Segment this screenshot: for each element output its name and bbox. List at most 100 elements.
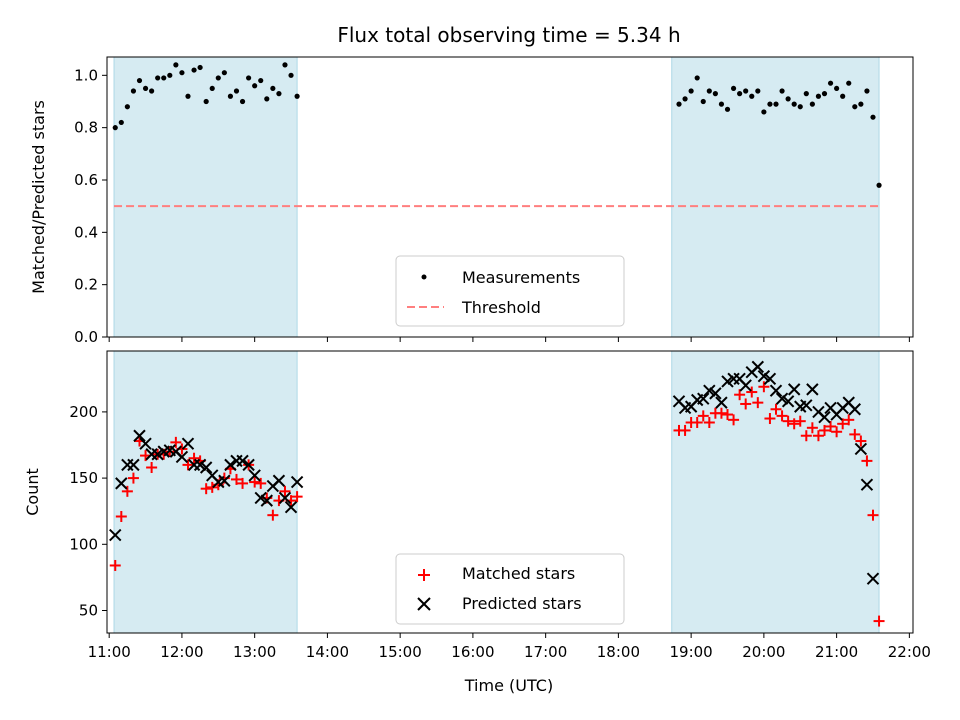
legend-predicted-label: Predicted stars (462, 594, 582, 613)
top-y-tick-label-4: 0.8 (74, 119, 98, 137)
top-y-tick-label-5: 1.0 (74, 66, 98, 84)
matched-star-point-60 (849, 428, 861, 440)
predicted-star-point-53 (806, 383, 819, 396)
matched-star-point-36 (703, 416, 715, 428)
predicted-star-point-55 (818, 410, 831, 424)
measurement-point-51 (797, 104, 803, 110)
predicted-star-point-52 (800, 399, 813, 412)
measurement-point-48 (779, 88, 785, 94)
predicted-star-point-25 (260, 494, 274, 507)
predicted-star-point-44 (751, 360, 765, 374)
measurement-point-10 (173, 62, 179, 68)
x-tick-label-9: 20:00 (742, 643, 785, 661)
matched-star-point-30 (291, 491, 303, 503)
predicted-star-point-37 (709, 387, 722, 400)
matched-star-point-51 (794, 415, 806, 427)
measurement-point-43 (749, 93, 755, 99)
bottom-legend: Matched stars Predicted stars (395, 553, 625, 625)
matched-star-point-46 (764, 413, 776, 425)
measurement-point-23 (252, 83, 258, 89)
matched-star-point-40 (728, 414, 740, 426)
predicted-star-point-46 (763, 372, 777, 386)
x-tick-label-4: 15:00 (379, 643, 422, 661)
measurement-point-50 (791, 101, 797, 107)
matched-star-point-41 (734, 389, 746, 401)
measurement-point-3 (130, 88, 137, 94)
matched-star-point-2 (121, 485, 133, 497)
chart-title: Flux total observing time = 5.34 h (337, 23, 680, 47)
x-tick-label-10: 21:00 (815, 643, 858, 661)
predicted-star-point-29 (284, 501, 298, 514)
matched-star-point-43 (746, 386, 758, 398)
predicted-star-point-42 (739, 379, 752, 392)
matched-star-point-1 (115, 510, 127, 522)
measurement-point-4 (136, 77, 143, 84)
measurement-point-8 (161, 75, 167, 81)
x-tick-label-5: 16:00 (451, 643, 494, 661)
matched-star-point-28 (279, 485, 291, 497)
top-legend: Measurements Threshold (395, 255, 625, 327)
measurement-point-9 (167, 72, 173, 78)
x-tick-label-0: 11:00 (88, 643, 131, 661)
matched-star-point-34 (691, 416, 703, 428)
legend-measurements-label: Measurements (462, 268, 580, 287)
legend-matched-label: Matched stars (462, 564, 575, 583)
matched-star-point-3 (127, 472, 139, 484)
measurement-point-11 (179, 70, 185, 76)
x-tick-label-3: 14:00 (306, 643, 349, 661)
legend-matched-marker (418, 569, 430, 581)
top-y-tick-label-1: 0.2 (74, 276, 98, 294)
predicted-star-point-5 (139, 437, 152, 450)
measurement-point-52 (803, 91, 809, 97)
x-tick-label-11: 22:00 (888, 643, 931, 661)
bottom-y-tick-label-2: 150 (69, 469, 98, 487)
predicted-star-point-4 (133, 429, 146, 442)
matched-star-point-10 (170, 436, 182, 448)
matched-star-point-32 (679, 424, 691, 436)
matched-star-point-61 (855, 435, 867, 447)
top-legend-box (395, 255, 625, 327)
predicted-star-point-47 (769, 384, 783, 397)
measurement-point-39 (724, 106, 731, 112)
measurement-point-59 (846, 80, 852, 86)
matched-star-point-15 (200, 483, 212, 495)
measurement-point-38 (718, 101, 725, 107)
measurement-point-49 (785, 96, 791, 102)
matched-star-point-57 (831, 426, 843, 438)
matched-star-point-62 (861, 455, 873, 467)
matched-star-point-63 (867, 509, 879, 521)
measurement-point-47 (773, 101, 779, 107)
matched-star-point-42 (740, 398, 752, 410)
predicted-star-point-30 (290, 475, 304, 489)
legend-threshold-label: Threshold (461, 298, 541, 317)
measurement-point-44 (755, 88, 761, 94)
matched-star-point-6 (146, 462, 158, 474)
measurement-point-54 (815, 93, 822, 99)
bottom-legend-box (395, 553, 625, 625)
matched-star-point-49 (782, 415, 794, 427)
measurement-point-61 (858, 101, 864, 107)
measurement-point-30 (294, 93, 300, 99)
predicted-star-point-60 (848, 403, 862, 416)
predicted-star-point-22 (242, 458, 255, 472)
top-y-tick-label-2: 0.4 (74, 223, 98, 241)
measurement-point-29 (288, 72, 294, 78)
measurement-point-19 (227, 93, 234, 99)
x-tick-label-7: 18:00 (597, 643, 640, 661)
matched-star-point-20 (230, 473, 242, 485)
measurement-point-1 (118, 119, 124, 126)
matched-star-point-44 (752, 397, 764, 409)
predicted-star-point-11 (175, 450, 189, 464)
measurement-point-37 (712, 91, 718, 97)
matched-star-point-45 (758, 381, 770, 393)
measurement-point-46 (767, 101, 773, 107)
predicted-star-point-62 (860, 478, 874, 491)
measurement-point-17 (215, 75, 221, 81)
predicted-star-point-18 (218, 474, 231, 487)
measurement-point-16 (209, 85, 215, 92)
measurement-point-45 (761, 109, 767, 115)
predicted-star-point-1 (115, 477, 128, 490)
matched-star-point-53 (806, 422, 818, 434)
top-plot-frame (106, 56, 914, 338)
